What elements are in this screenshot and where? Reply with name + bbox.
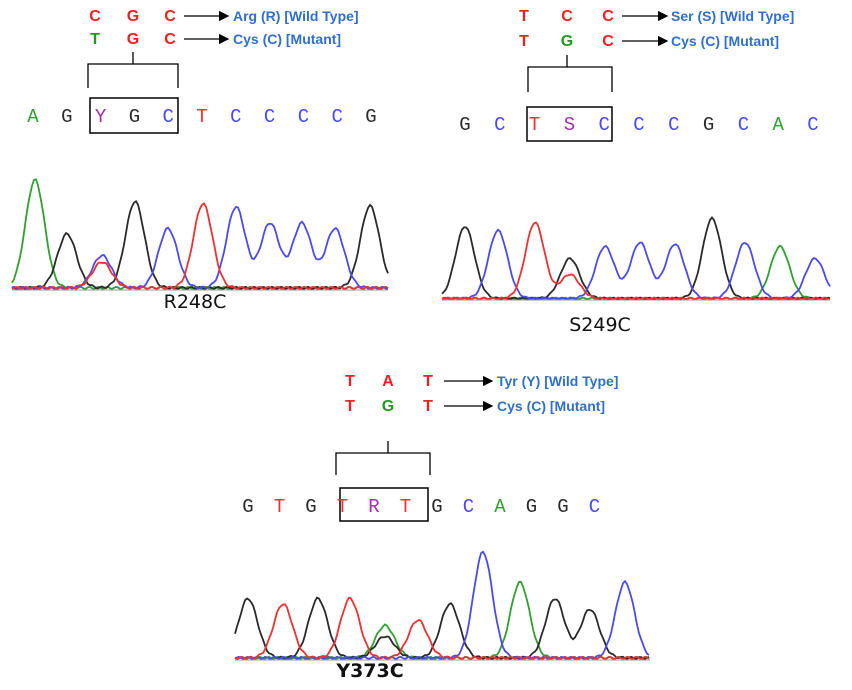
chromatogram-trace <box>235 552 649 659</box>
sequence-letter: C <box>162 106 173 128</box>
mutation-name: Y373C <box>335 660 403 682</box>
chromatogram-trace <box>442 246 830 300</box>
sequence-letter: C <box>230 106 241 128</box>
bracket <box>336 441 430 475</box>
wild-label: Tyr (Y) [Wild Type] <box>497 373 618 389</box>
sequence-letter: T <box>529 114 540 136</box>
chromatogram-trace <box>235 598 649 659</box>
sequence-letter: C <box>807 114 818 136</box>
sequence-letter: G <box>431 496 442 518</box>
sequence-letter: C <box>589 496 600 518</box>
mutant-codon-letter: C <box>164 31 176 48</box>
sequence-letter: C <box>668 114 679 136</box>
sequence-letter: C <box>738 114 749 136</box>
sequence-letter: G <box>557 496 568 518</box>
sequence-letter: Y <box>95 106 107 128</box>
sequence-letter: C <box>463 496 474 518</box>
wild-codon-letter: C <box>164 8 176 25</box>
mutant-label: Cys (C) [Mutant] <box>233 31 341 47</box>
codon-box <box>340 488 428 521</box>
sequence-letter: S <box>564 114 575 136</box>
sequence-letter: C <box>494 114 505 136</box>
bracket <box>528 55 612 92</box>
mutant-label: Cys (C) [Mutant] <box>497 398 605 414</box>
mutation-name: S249C <box>569 314 631 336</box>
mutant-codon-letter: T <box>90 31 100 48</box>
sequence-letter: C <box>298 106 309 128</box>
sequence-letter: G <box>459 114 470 136</box>
wild-codon-letter: A <box>382 373 394 390</box>
sequence-letter: G <box>305 496 316 518</box>
wild-codon-letter: T <box>345 373 355 390</box>
mutant-codon-letter: G <box>127 31 139 48</box>
sequence-letter: C <box>633 114 644 136</box>
figure: CTGGCCArg (R) [Wild Type]Cys (C) [Mutant… <box>0 0 852 690</box>
wild-label: Arg (R) [Wild Type] <box>233 8 359 24</box>
chromatogram-trace <box>235 598 649 659</box>
mutant-label: Cys (C) [Mutant] <box>671 33 779 49</box>
sequence-letter: C <box>264 106 275 128</box>
sequence-letter: G <box>365 106 376 128</box>
wild-codon-letter: C <box>561 8 573 25</box>
wild-label: Ser (S) [Wild Type] <box>671 8 794 24</box>
mutant-codon-letter: T <box>345 398 355 415</box>
chromatogram-trace <box>12 201 388 289</box>
chromatogram-trace <box>12 204 388 289</box>
sequence-letter: G <box>242 496 253 518</box>
wild-codon-letter: C <box>89 8 101 25</box>
sequence-letter: G <box>61 106 72 128</box>
sequence-letter: T <box>400 496 411 518</box>
sequence-letter: C <box>331 106 342 128</box>
sequence-letter: A <box>494 496 506 518</box>
sequence-letter: A <box>27 106 39 128</box>
mutant-codon-letter: T <box>423 398 433 415</box>
sequence-letter: G <box>526 496 537 518</box>
sequence-letter: T <box>196 106 207 128</box>
wild-codon-letter: C <box>602 8 614 25</box>
mutation-name: R248C <box>164 291 227 313</box>
sequence-letter: G <box>129 106 140 128</box>
sequence-letter: R <box>368 496 379 518</box>
wild-codon-letter: T <box>519 8 529 25</box>
mutant-codon-letter: G <box>382 398 394 415</box>
wild-codon-letter: G <box>127 8 139 25</box>
chromatogram-trace <box>12 207 388 289</box>
sequence-letter: C <box>598 114 609 136</box>
chromatogram-trace <box>442 218 830 300</box>
mutant-codon-letter: G <box>561 33 573 50</box>
sequence-letter: A <box>772 114 784 136</box>
mutant-codon-letter: C <box>602 33 614 50</box>
mutant-codon-letter: T <box>519 33 529 50</box>
bracket <box>88 52 178 88</box>
wild-codon-letter: T <box>423 373 433 390</box>
sequence-letter: T <box>274 496 285 518</box>
sequence-letter: G <box>703 114 714 136</box>
sequence-letter: T <box>337 496 348 518</box>
